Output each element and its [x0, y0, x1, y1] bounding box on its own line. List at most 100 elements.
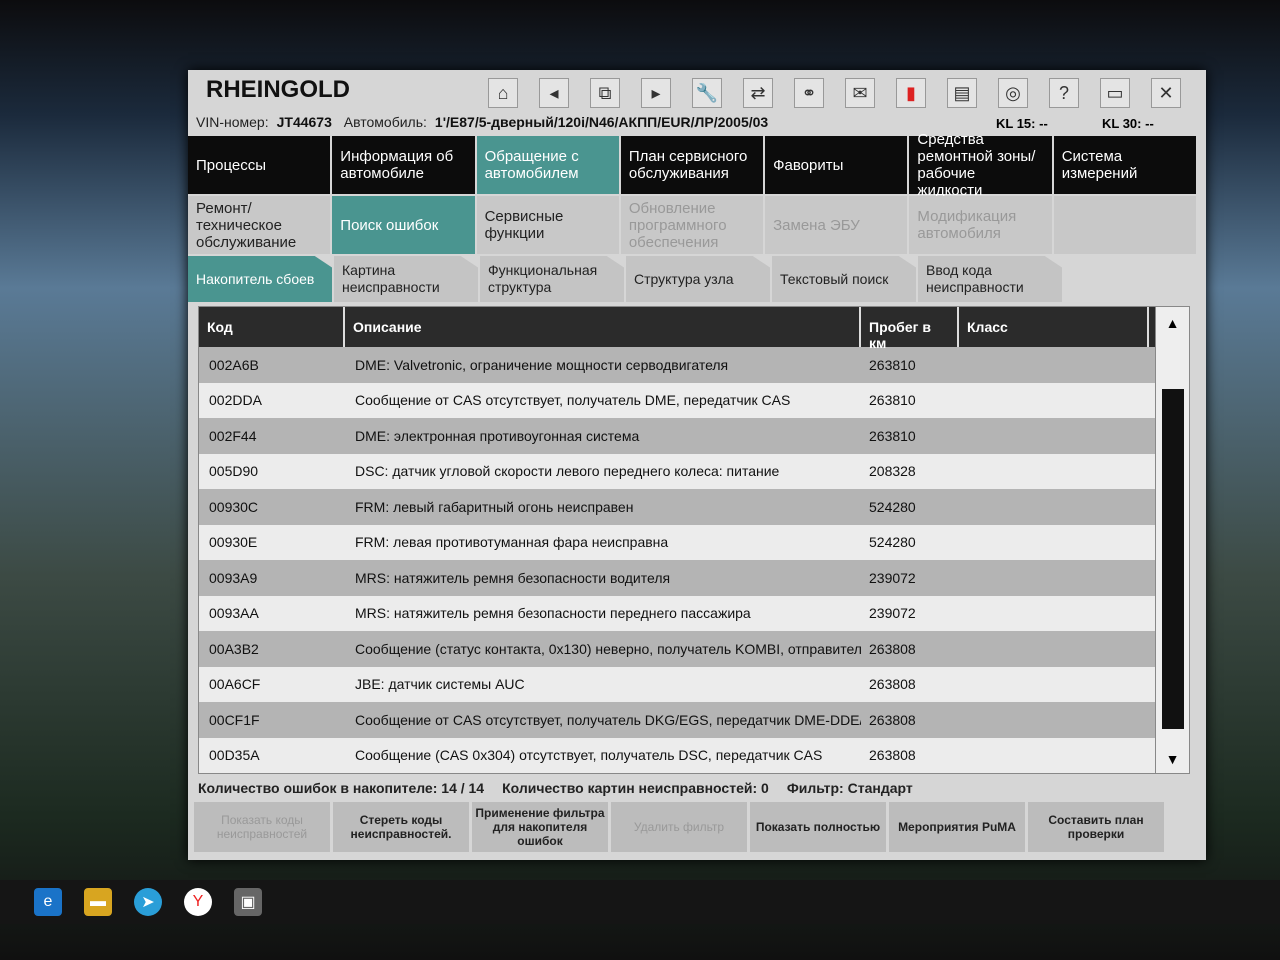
subnav-item-0[interactable]: Ремонт/ техническое обслуживание	[188, 196, 331, 254]
tab-3[interactable]: Структура узла	[626, 256, 770, 302]
tab-4[interactable]: Текстовый поиск	[772, 256, 916, 302]
action-button-3[interactable]: Удалить фильтр	[611, 802, 747, 852]
scroll-down-icon[interactable]: ▼	[1165, 751, 1180, 767]
folder-icon[interactable]: ▬	[84, 888, 112, 916]
car-label: Автомобиль:	[343, 114, 427, 130]
table-row[interactable]: 002F44 DME: электронная противоугонная си…	[199, 418, 1189, 454]
action-buttons: Показать коды неисправностей Стереть коды…	[194, 802, 1164, 852]
copy-icon[interactable]: ⧉	[590, 78, 620, 108]
table-row[interactable]: 00A6CF JBE: датчик системы AUC 263808	[199, 666, 1189, 702]
home-icon[interactable]: ⌂	[488, 78, 518, 108]
close-icon[interactable]: ✕	[1151, 78, 1181, 108]
table-row[interactable]: 00D35A Сообщение (CAS 0x304) отсутствует,…	[199, 737, 1189, 773]
col-description[interactable]: Описание	[345, 307, 861, 347]
nav-item-0[interactable]: Процессы	[188, 136, 331, 194]
table-body: 002A6B DME: Valvetronic, ограничение мощн…	[199, 347, 1189, 773]
status-bar: Количество ошибок в накопителе: 14 / 14 …	[198, 780, 913, 796]
kl30: KL 30: --	[1102, 116, 1154, 131]
table-row[interactable]: 005D90 DSC: датчик угловой скорости левог…	[199, 453, 1189, 489]
scrollbar[interactable]: ▲ ▼	[1155, 307, 1189, 773]
action-button-6[interactable]: Составить план проверки	[1028, 802, 1164, 852]
cell-mileage: 263810	[869, 427, 916, 444]
cell-description: DSC: датчик угловой скорости левого пере…	[355, 463, 780, 480]
error-count: 14 / 14	[441, 780, 485, 796]
cell-mileage: 263808	[869, 676, 916, 693]
nav-item-6[interactable]: Система измерений	[1053, 136, 1196, 194]
pics-count: 0	[761, 780, 769, 796]
link-icon[interactable]: ⚭	[794, 78, 824, 108]
cell-description: Сообщение (CAS 0x304) отсутствует, получ…	[355, 747, 823, 764]
print-icon[interactable]: ▤	[947, 78, 977, 108]
cell-code: 002F44	[209, 427, 257, 444]
nav-item-2[interactable]: Обращение с автомобилем	[476, 136, 619, 194]
vin-value: JT44673	[276, 114, 332, 130]
cell-description: Сообщение (статус контакта, 0x130) невер…	[355, 640, 861, 657]
table-row[interactable]: 00A3B2 Сообщение (статус контакта, 0x130)…	[199, 631, 1189, 667]
edge-icon[interactable]: e	[34, 888, 62, 916]
cell-code: 00A6CF	[209, 676, 261, 693]
fault-table: Код Описание Пробег в км Класс 002A6B DME…	[198, 306, 1190, 774]
scroll-thumb[interactable]	[1162, 389, 1184, 729]
car-value: 1'/E87/5-дверный/120i/N46/АКПП/EUR/ЛР/20…	[434, 114, 769, 130]
cell-code: 00CF1F	[209, 711, 260, 728]
cell-code: 0093AA	[209, 605, 259, 622]
table-row[interactable]: 0093A9 MRS: натяжитель ремня безопасности…	[199, 560, 1189, 596]
table-row[interactable]: 002A6B DME: Valvetronic, ограничение мощн…	[199, 347, 1189, 383]
battery-icon[interactable]: ▮	[896, 78, 926, 108]
tab-2[interactable]: Функциональная структура	[480, 256, 624, 302]
forward-icon[interactable]: ▸	[641, 78, 671, 108]
cell-description: Сообщение от CAS отсутствует, получатель…	[355, 392, 791, 409]
back-icon[interactable]: ◂	[539, 78, 569, 108]
nav-item-4[interactable]: Фавориты	[765, 136, 908, 194]
cell-description: MRS: натяжитель ремня безопасности перед…	[355, 605, 751, 622]
cell-mileage: 524280	[869, 534, 916, 551]
tab-5[interactable]: Ввод кода неисправности	[918, 256, 1062, 302]
table-row[interactable]: 002DDA Сообщение от CAS отсутствует, полу…	[199, 382, 1189, 418]
scroll-up-icon[interactable]: ▲	[1165, 315, 1180, 331]
table-row[interactable]: 00930C FRM: левый габаритный огонь неиспр…	[199, 489, 1189, 525]
action-button-5[interactable]: Мероприятия PuMA	[889, 802, 1025, 852]
subnav-item-2[interactable]: Сервисные функции	[476, 196, 619, 254]
main-nav: Процессы Информация об автомобиле Обращени…	[188, 131, 1198, 199]
mail-icon[interactable]: ✉	[845, 78, 875, 108]
telegram-icon[interactable]: ➤	[134, 888, 162, 916]
cell-mileage: 239072	[869, 569, 916, 586]
col-code[interactable]: Код	[199, 307, 345, 347]
minimize-icon[interactable]: ▭	[1100, 78, 1130, 108]
kl15: KL 15: --	[996, 116, 1048, 131]
cell-description: FRM: левый габаритный огонь неисправен	[355, 498, 634, 515]
table-row[interactable]: 00930E FRM: левая противотуманная фара не…	[199, 524, 1189, 560]
air-icon[interactable]: ◎	[998, 78, 1028, 108]
cell-mileage: 263808	[869, 711, 916, 728]
cell-description: DME: электронная противоугонная система	[355, 427, 640, 444]
cell-code: 00A3B2	[209, 640, 259, 657]
subnav-item-3[interactable]: Обновление программного обеспечения	[620, 196, 764, 254]
subnav-item-4[interactable]: Замена ЭБУ	[765, 196, 908, 254]
action-button-2[interactable]: Применение фильтра для накопителя ошибок	[472, 802, 608, 852]
tab-0[interactable]: Накопитель сбоев	[188, 256, 332, 302]
subnav-item-5[interactable]: Модификация автомобиля	[909, 196, 1052, 254]
nav-item-1[interactable]: Информация об автомобиле	[332, 136, 475, 194]
rheingold-taskbar-icon[interactable]: ▣	[234, 888, 262, 916]
nav-item-3[interactable]: План сервисного обслуживания	[620, 136, 764, 194]
col-mileage[interactable]: Пробег в км	[861, 307, 959, 351]
cell-mileage: 524280	[869, 498, 916, 515]
tab-1[interactable]: Картина неисправности	[334, 256, 478, 302]
cell-mileage: 208328	[869, 463, 916, 480]
subnav-item-6[interactable]	[1053, 196, 1196, 254]
table-row[interactable]: 00CF1F Сообщение от CAS отсутствует, полу…	[199, 702, 1189, 738]
action-button-0[interactable]: Показать коды неисправностей	[194, 802, 330, 852]
help-icon[interactable]: ?	[1049, 78, 1079, 108]
col-class[interactable]: Класс	[959, 307, 1149, 347]
yandex-browser-icon[interactable]: Y	[184, 888, 212, 916]
action-button-4[interactable]: Показать полностью	[750, 802, 886, 852]
wrench-icon[interactable]: 🔧	[692, 78, 722, 108]
cell-mileage: 263808	[869, 747, 916, 764]
connect-icon[interactable]: ⇄	[743, 78, 773, 108]
cell-code: 002DDA	[209, 392, 262, 409]
table-row[interactable]: 0093AA MRS: натяжитель ремня безопасности…	[199, 595, 1189, 631]
sub-nav: Ремонт/ техническое обслуживание Поиск ош…	[188, 196, 1198, 254]
action-button-1[interactable]: Стереть коды неисправностей.	[333, 802, 469, 852]
nav-item-5[interactable]: Средства ремонтной зоны/ рабочие жидкост…	[909, 131, 1052, 199]
subnav-item-1[interactable]: Поиск ошибок	[332, 196, 475, 254]
